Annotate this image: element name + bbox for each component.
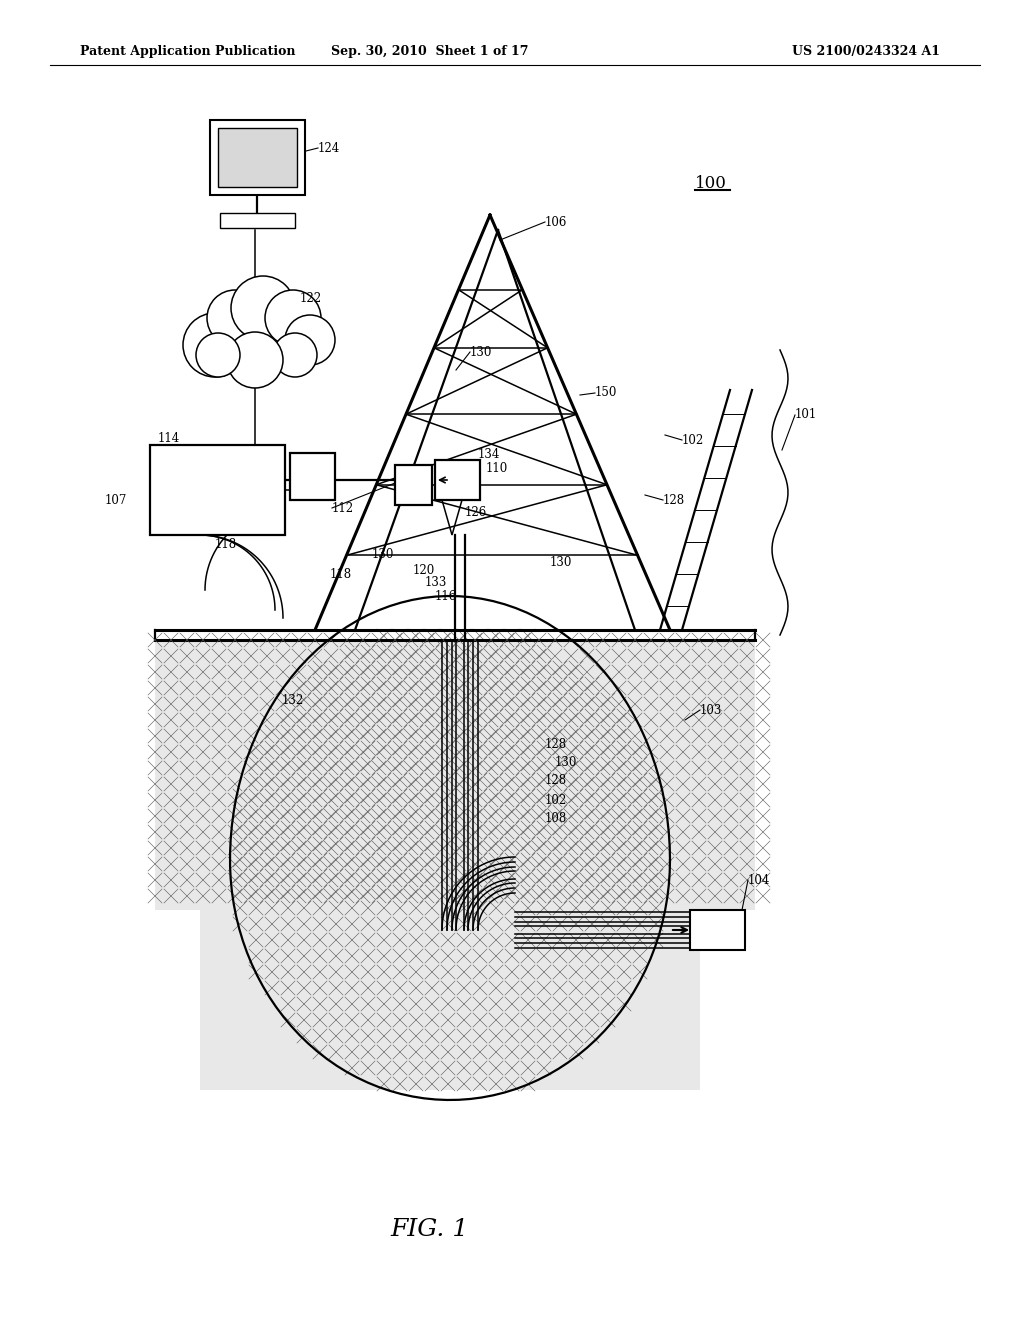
Text: 106: 106 <box>545 215 567 228</box>
Circle shape <box>273 333 317 378</box>
Text: 100: 100 <box>695 174 727 191</box>
Text: 116: 116 <box>435 590 458 602</box>
Text: 101: 101 <box>795 408 817 421</box>
Text: 108: 108 <box>545 812 567 825</box>
Text: 104: 104 <box>748 874 770 887</box>
Text: 134: 134 <box>478 449 501 462</box>
Bar <box>435 459 480 500</box>
Circle shape <box>196 333 240 378</box>
Text: 124: 124 <box>318 141 340 154</box>
Bar <box>690 909 745 950</box>
Text: 112: 112 <box>332 502 354 515</box>
Circle shape <box>227 333 283 388</box>
Bar <box>150 445 285 535</box>
Text: Sep. 30, 2010  Sheet 1 of 17: Sep. 30, 2010 Sheet 1 of 17 <box>331 45 528 58</box>
Circle shape <box>231 276 295 341</box>
Text: 114: 114 <box>158 432 180 445</box>
Text: 130: 130 <box>470 346 493 359</box>
Text: 128: 128 <box>663 494 685 507</box>
Text: 130: 130 <box>372 549 394 561</box>
Text: 120: 120 <box>413 564 435 577</box>
Bar <box>290 453 335 500</box>
Text: 102: 102 <box>545 793 567 807</box>
Text: 130: 130 <box>550 556 572 569</box>
Bar <box>218 128 297 187</box>
Text: 118: 118 <box>215 539 238 552</box>
Text: 118: 118 <box>330 569 352 582</box>
Bar <box>200 900 700 1090</box>
Text: Patent Application Publication: Patent Application Publication <box>80 45 296 58</box>
Text: US 2100/0243324 A1: US 2100/0243324 A1 <box>792 45 940 58</box>
Text: 122: 122 <box>300 292 323 305</box>
Bar <box>395 465 432 506</box>
Text: 110: 110 <box>486 462 508 474</box>
Circle shape <box>207 290 263 346</box>
Text: 126: 126 <box>465 506 487 519</box>
Text: 133: 133 <box>425 576 447 589</box>
Text: 150: 150 <box>595 387 617 400</box>
Text: 107: 107 <box>105 494 127 507</box>
Circle shape <box>285 315 335 366</box>
Text: 132: 132 <box>282 693 304 706</box>
Text: 103: 103 <box>700 704 722 717</box>
Circle shape <box>265 290 321 346</box>
Bar <box>155 640 755 909</box>
Text: 128: 128 <box>545 775 567 788</box>
Text: 130: 130 <box>555 756 578 770</box>
Bar <box>220 213 295 228</box>
Text: 128: 128 <box>545 738 567 751</box>
Bar <box>210 120 305 195</box>
Text: 102: 102 <box>682 433 705 446</box>
Text: FIG. 1: FIG. 1 <box>391 1218 469 1242</box>
Circle shape <box>183 313 247 378</box>
